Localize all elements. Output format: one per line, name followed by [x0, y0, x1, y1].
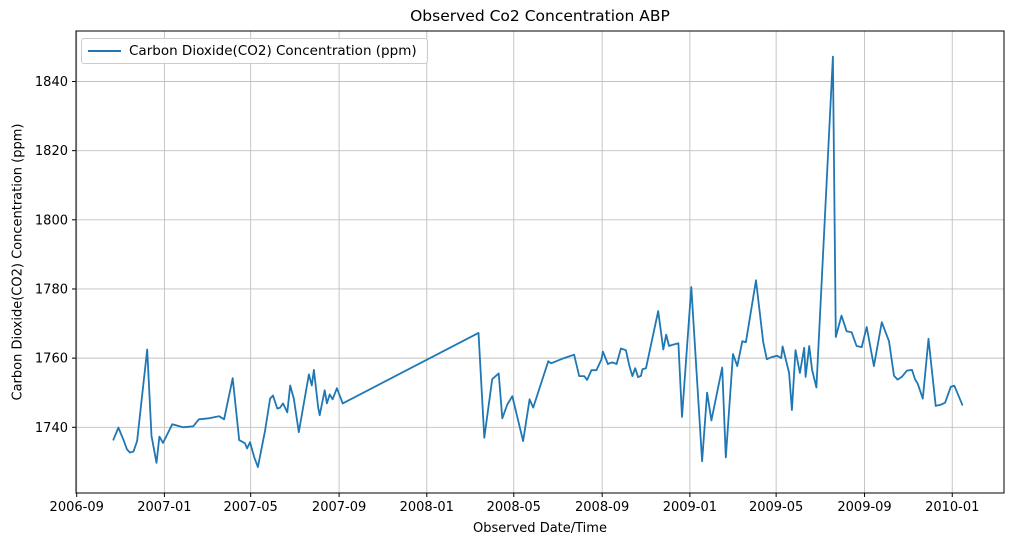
x-tick-label: 2007-01 [137, 500, 191, 515]
x-tick-label: 2007-09 [312, 500, 366, 515]
x-tick-label: 2010-01 [925, 500, 979, 515]
y-axis-label: Carbon Dioxide(CO2) Concentration (ppm) [10, 123, 26, 401]
y-tick-label: 1800 [35, 213, 68, 228]
y-tick-label: 1840 [35, 75, 68, 90]
x-tick-label: 2008-01 [400, 500, 454, 515]
legend-label: Carbon Dioxide(CO2) Concentration (ppm) [129, 43, 417, 59]
co2-series-line [112, 55, 964, 469]
legend-line-swatch [88, 50, 121, 52]
x-tick-label: 2007-05 [224, 500, 278, 515]
x-tick-label: 2009-05 [749, 500, 803, 515]
x-tick-label: 2008-09 [575, 500, 629, 515]
x-tick-label: 2009-01 [663, 500, 717, 515]
x-tick-label: 2009-09 [837, 500, 891, 515]
y-tick-label: 1760 [35, 352, 68, 367]
legend: Carbon Dioxide(CO2) Concentration (ppm) [81, 38, 428, 64]
x-axis-label: Observed Date/Time [473, 521, 607, 536]
y-tick-label: 1780 [35, 282, 68, 297]
x-tick-label: 2006-09 [50, 500, 104, 515]
y-tick-label: 1740 [35, 421, 68, 436]
chart-title: Observed Co2 Concentration ABP [410, 7, 670, 25]
plot-border [75, 30, 1005, 494]
x-tick-label: 2008-05 [487, 500, 541, 515]
y-tick-label: 1820 [35, 144, 68, 159]
